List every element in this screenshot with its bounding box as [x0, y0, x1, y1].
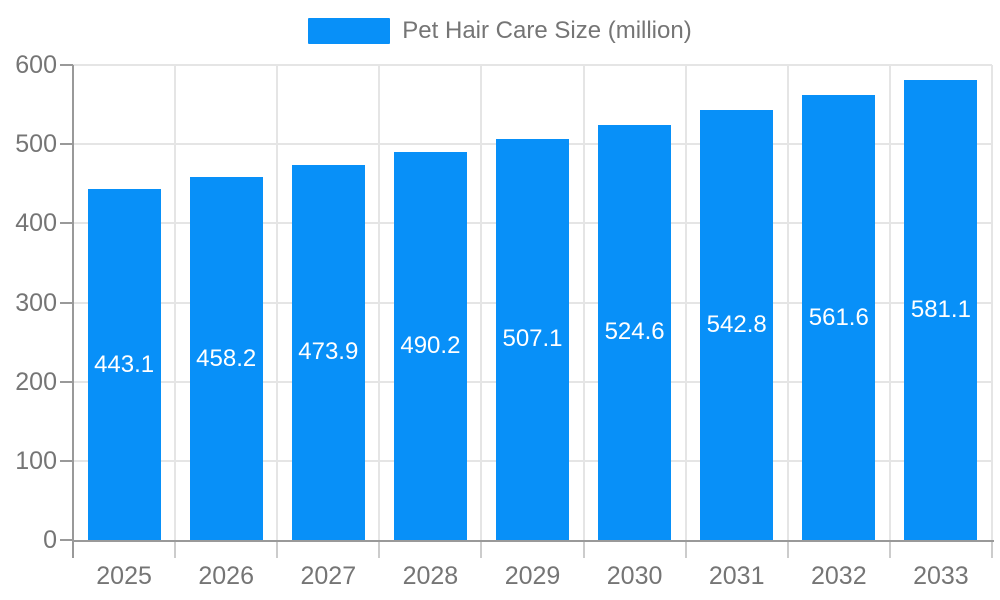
y-axis-line — [72, 65, 74, 558]
gridline-v — [582, 65, 585, 540]
y-tick-label: 0 — [43, 526, 57, 554]
y-tick — [60, 459, 73, 462]
bar-value-label: 561.6 — [808, 303, 869, 331]
x-tick — [582, 542, 585, 558]
x-tick — [991, 542, 993, 558]
bar-value-label: 473.9 — [298, 338, 359, 366]
x-tick — [174, 542, 177, 558]
gridline-h — [73, 64, 992, 66]
bar-value-label: 443.1 — [94, 350, 155, 378]
x-tick — [378, 542, 381, 558]
bar — [700, 110, 774, 540]
x-tick-label: 2030 — [606, 562, 663, 590]
x-tick — [480, 542, 483, 558]
x-tick — [276, 542, 279, 558]
y-tick — [60, 539, 73, 541]
bar — [496, 138, 569, 540]
x-tick-label: 2033 — [913, 562, 969, 590]
legend-label: Pet Hair Care Size (million) — [402, 17, 692, 44]
x-tick-label: 2032 — [810, 562, 867, 590]
y-tick — [60, 64, 73, 66]
gridline-v — [276, 65, 279, 540]
bar — [904, 80, 978, 540]
gridline-v — [888, 65, 891, 540]
legend-swatch — [308, 18, 391, 44]
x-tick-label: 2026 — [198, 562, 254, 590]
y-tick-label: 400 — [15, 209, 57, 238]
bar — [291, 164, 365, 540]
x-tick-label: 2031 — [708, 562, 765, 590]
x-tick — [888, 542, 891, 558]
y-tick — [60, 222, 73, 225]
bar-value-label: 490.2 — [400, 332, 461, 359]
bar — [189, 177, 263, 540]
y-tick — [60, 143, 73, 146]
gridline-v — [786, 65, 789, 540]
y-tick-label: 200 — [15, 367, 57, 396]
x-tick-label: 2027 — [300, 562, 357, 590]
x-axis-line — [73, 540, 994, 542]
x-tick — [786, 542, 789, 558]
gridline-v — [480, 65, 483, 540]
bar-value-label: 524.6 — [604, 318, 665, 346]
gridline-v — [991, 65, 993, 540]
x-tick — [684, 542, 687, 558]
gridline-v — [174, 65, 177, 540]
gridline-v — [684, 65, 687, 540]
bar-value-label: 581.1 — [910, 296, 971, 323]
y-tick — [60, 301, 73, 304]
bar — [802, 95, 876, 540]
bar — [393, 151, 467, 540]
bar-value-label: 542.8 — [706, 311, 767, 339]
y-tick-label: 500 — [15, 130, 57, 159]
y-tick-label: 300 — [15, 288, 57, 317]
x-tick-label: 2028 — [402, 562, 459, 590]
legend[interactable]: Pet Hair Care Size (million) — [0, 16, 1000, 46]
x-tick-label: 2029 — [504, 562, 561, 590]
y-tick-label: 600 — [15, 51, 57, 79]
gridline-v — [378, 65, 381, 540]
y-tick — [60, 380, 73, 383]
bar-value-label: 458.2 — [196, 344, 257, 372]
x-tick-label: 2025 — [96, 562, 152, 590]
bar — [598, 124, 672, 540]
y-tick-label: 100 — [15, 446, 57, 475]
bar-value-label: 507.1 — [502, 325, 563, 353]
bar — [87, 189, 161, 540]
